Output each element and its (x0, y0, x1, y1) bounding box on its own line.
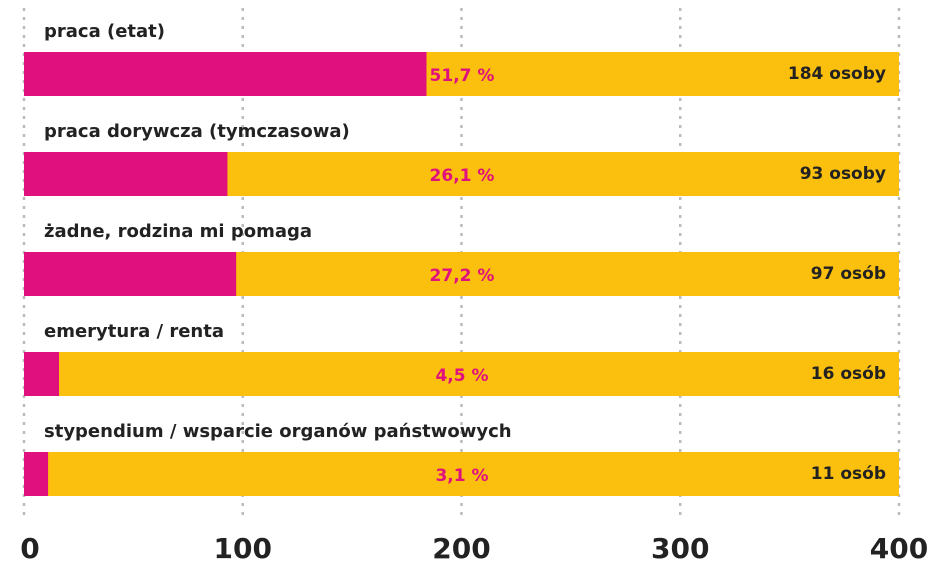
value-label: 16 osób (811, 364, 886, 384)
bar (24, 452, 49, 496)
category-label: praca (etat) (44, 21, 165, 42)
category-label: praca dorywcza (tymczasowa) (44, 121, 350, 142)
percent-label: 3,1 % (435, 466, 488, 486)
x-tick-label: 300 (651, 532, 709, 563)
category-label: stypendium / wsparcie organów państwowyc… (44, 421, 512, 442)
bar (24, 352, 59, 396)
category-label: emerytura / renta (44, 321, 224, 342)
x-tick-label: 100 (214, 532, 272, 563)
x-tick-label: 400 (870, 532, 928, 563)
category-label: żadne, rodzina mi pomaga (44, 221, 312, 242)
bar (24, 152, 228, 196)
x-tick-label: 200 (432, 532, 490, 563)
value-label: 93 osoby (800, 164, 886, 184)
value-label: 184 osoby (788, 64, 886, 84)
x-tick-label: 0 (20, 532, 39, 563)
value-label: 11 osób (811, 464, 886, 484)
bar (24, 52, 427, 96)
percent-label: 27,2 % (430, 266, 495, 286)
percent-label: 51,7 % (430, 66, 495, 86)
percent-label: 4,5 % (435, 366, 488, 386)
value-label: 97 osób (811, 264, 886, 284)
bar (24, 252, 237, 296)
percent-label: 26,1 % (430, 166, 495, 186)
bar-track (24, 452, 899, 496)
bar-track (24, 352, 899, 396)
